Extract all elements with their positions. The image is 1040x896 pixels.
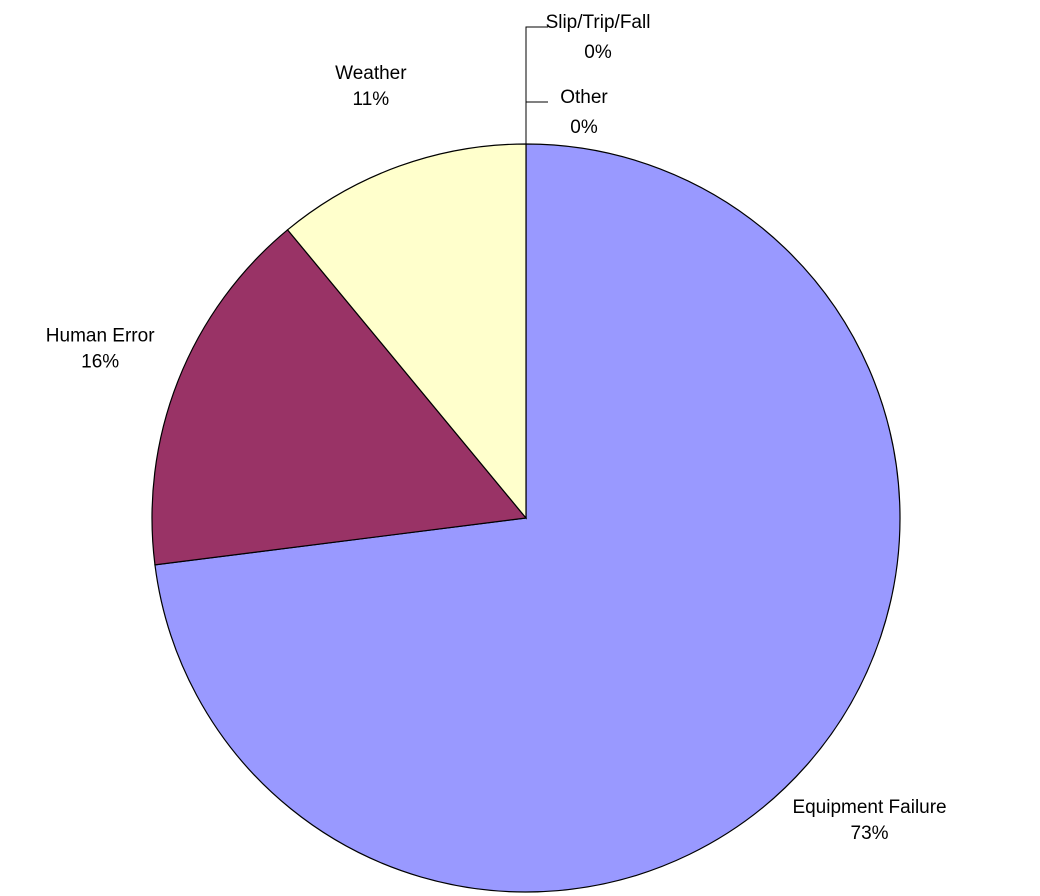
leader-line bbox=[525, 101, 548, 144]
slice-value-label: 73% bbox=[851, 823, 889, 844]
leader-line bbox=[525, 26, 548, 144]
pie-slice bbox=[286, 143, 527, 520]
slice-value-label: 0% bbox=[570, 117, 598, 138]
slice-label: Weather bbox=[335, 63, 407, 84]
slice-value-label: 16% bbox=[81, 351, 119, 372]
slice-label: Human Error bbox=[46, 325, 155, 346]
slice-label: Other bbox=[560, 87, 608, 108]
slice-value-label: 0% bbox=[584, 42, 612, 63]
pie-slice bbox=[151, 228, 528, 566]
slice-label: Slip/Trip/Fall bbox=[546, 12, 651, 33]
slice-value-label: 11% bbox=[353, 89, 390, 110]
slice-label: Equipment Failure bbox=[792, 797, 946, 818]
pie-slice bbox=[154, 143, 901, 893]
